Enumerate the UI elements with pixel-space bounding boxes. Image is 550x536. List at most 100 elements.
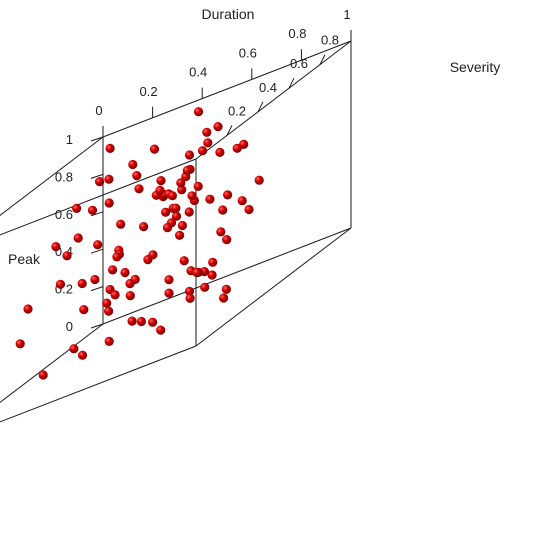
z-tick <box>90 211 104 217</box>
x-tick-label: 0 <box>95 103 102 118</box>
data-point <box>254 175 264 185</box>
data-point <box>197 146 208 156</box>
y-tick <box>257 101 264 113</box>
y-tick-label: 0.8 <box>321 33 339 48</box>
z-tick <box>90 136 104 142</box>
z-tick-label: 0.6 <box>55 207 73 222</box>
data-point <box>55 279 66 289</box>
data-point <box>79 305 89 315</box>
data-point <box>167 191 177 201</box>
data-point <box>38 370 48 380</box>
data-point <box>72 203 82 213</box>
y-tick <box>288 77 295 89</box>
data-point <box>171 211 182 221</box>
data-point <box>87 205 98 215</box>
z-tick <box>90 286 104 292</box>
z-tick <box>90 248 104 254</box>
data-point <box>148 250 158 260</box>
data-point <box>216 227 226 237</box>
data-point <box>149 144 160 154</box>
box-edge <box>102 227 352 325</box>
data-point <box>192 267 202 278</box>
y-tick <box>226 125 233 136</box>
data-point <box>184 150 195 160</box>
data-point <box>215 147 225 157</box>
x-tick-label: 1 <box>343 7 350 22</box>
data-point <box>184 207 194 217</box>
data-point <box>223 190 233 200</box>
data-point <box>139 222 149 232</box>
data-point <box>193 107 204 117</box>
data-point <box>171 203 181 213</box>
data-point <box>164 288 174 298</box>
data-point <box>105 143 115 153</box>
data-point <box>77 278 87 289</box>
data-point <box>164 275 174 285</box>
box-edge <box>0 345 197 423</box>
data-point <box>112 252 122 262</box>
data-point <box>176 178 186 188</box>
data-point <box>90 274 100 285</box>
data-point <box>193 181 203 191</box>
data-point <box>177 220 187 231</box>
data-point <box>120 267 130 278</box>
data-point <box>104 306 114 316</box>
z-tick-label: 0.8 <box>55 169 73 184</box>
x-axis-label: Duration <box>202 6 255 22</box>
x-tick-label: 0.6 <box>239 45 257 60</box>
z-tick <box>90 173 104 179</box>
data-point <box>77 350 88 360</box>
data-points <box>15 107 264 380</box>
data-point <box>102 298 112 308</box>
data-point <box>15 339 25 349</box>
bounding-box <box>0 40 352 423</box>
data-point <box>177 185 187 195</box>
data-point <box>136 316 146 327</box>
y-tick-label: 0.4 <box>259 80 277 95</box>
box-edge <box>102 40 352 138</box>
data-point <box>222 235 232 245</box>
data-point <box>156 325 166 335</box>
tick-labels: 00.20.40.60.810.20.40.60.800.20.40.60.81 <box>55 7 351 334</box>
data-point <box>184 286 195 296</box>
data-point <box>69 344 79 354</box>
data-point <box>73 233 83 243</box>
box-edge <box>195 227 352 347</box>
data-point <box>202 127 212 137</box>
data-point <box>218 205 228 215</box>
data-point <box>23 304 33 314</box>
box-edge <box>0 136 104 217</box>
data-point <box>161 207 171 217</box>
data-point <box>104 336 114 346</box>
data-point <box>244 204 254 215</box>
data-point <box>110 290 120 300</box>
data-point <box>51 242 61 252</box>
x-tick-label: 0.2 <box>140 84 158 99</box>
y-tick <box>319 54 326 65</box>
data-point <box>148 317 158 327</box>
box-edge <box>195 40 352 160</box>
x-tick-label: 0.8 <box>288 26 306 41</box>
data-point <box>156 176 166 186</box>
data-point <box>132 171 142 181</box>
data-point <box>104 198 114 208</box>
data-point <box>127 316 137 326</box>
data-point <box>108 265 118 275</box>
box-edge <box>0 158 197 236</box>
data-point <box>205 194 215 204</box>
data-point <box>207 270 217 280</box>
data-point <box>203 138 213 148</box>
data-point <box>185 293 195 303</box>
z-tick-label: 1 <box>66 132 73 147</box>
data-point <box>125 291 135 301</box>
x-tick-label: 0.4 <box>189 65 207 80</box>
data-point <box>208 257 218 267</box>
data-point <box>104 174 114 184</box>
y-tick-label: 0.6 <box>290 56 308 71</box>
data-point <box>232 143 242 153</box>
data-point <box>179 256 189 266</box>
y-tick-label: 0.2 <box>228 103 246 118</box>
z-tick-label: 0 <box>66 319 73 334</box>
z-axis-label: Peak <box>8 251 41 267</box>
data-point <box>162 223 173 233</box>
